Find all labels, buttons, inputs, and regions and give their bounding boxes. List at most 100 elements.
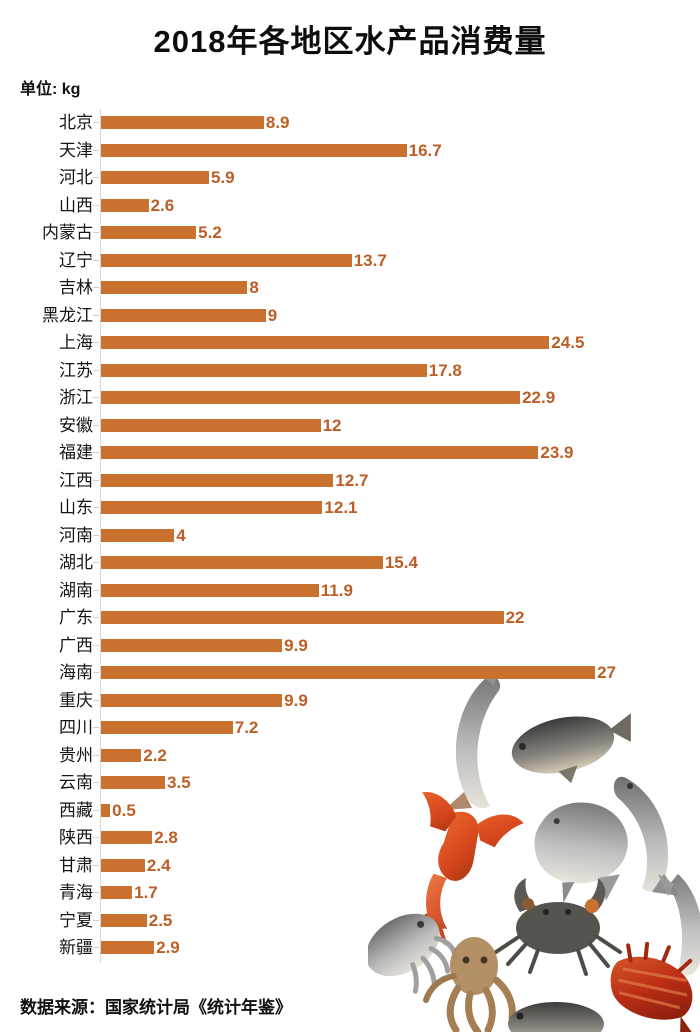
unit-label: 单位: kg [20,81,81,98]
value-label: 8 [249,278,259,298]
category-label: 山西 [59,195,93,215]
category-label: 江苏 [59,360,93,380]
chart-row: 安徽 12 [0,412,700,440]
octopus-icon [423,937,516,1032]
axis-tick [93,204,99,206]
chart-row: 福建 23.9 [0,439,700,467]
category-label: 广东 [59,608,93,628]
bar [101,776,166,790]
axis-tick [93,754,99,756]
axis-tick [93,342,99,344]
fish-icon [658,874,700,976]
bar [101,638,283,652]
cuttlefish-icon [368,913,458,994]
axis-tick [93,699,99,701]
bar [101,886,133,900]
bar [101,171,209,185]
value-label: 2.2 [143,745,167,765]
chart-row: 河南 4 [0,522,700,550]
category-label: 河北 [59,168,93,188]
bar [101,583,319,597]
data-source: 数据来源：国家统计局《统计年鉴》 [20,998,292,1017]
shrimp-icon [610,941,693,1032]
category-label: 青海 [59,883,93,903]
axis-tick [93,947,99,949]
category-label: 黑龙江 [42,305,93,325]
category-label: 天津 [59,140,93,160]
chart-row: 河北 5.9 [0,164,700,192]
value-label: 17.8 [428,360,462,380]
value-label: 8.9 [265,113,290,133]
chart-row: 上海 24.5 [0,329,700,357]
category-label: 重庆 [59,690,93,710]
value-label: 13.7 [353,250,387,270]
chart-row: 青海 1.7 [0,879,700,907]
axis-tick [93,589,99,591]
bar [101,501,323,515]
value-label: 9.9 [284,690,308,710]
category-label: 宁夏 [59,910,93,930]
category-label: 江西 [59,470,93,490]
bar [101,611,504,625]
category-label: 广西 [59,635,93,655]
axis-tick [93,644,99,646]
chart-row: 北京 8.9 [0,109,700,137]
value-label: 11.9 [320,580,353,600]
chart-row: 黑龙江 9 [0,302,700,330]
axis-tick [93,892,99,894]
category-label: 浙江 [59,388,93,408]
category-label: 内蒙古 [42,223,93,243]
value-label: 2.8 [154,828,178,848]
crayfish-icon [412,792,524,945]
y-axis-line [100,109,101,963]
bar [101,198,149,212]
bar [101,803,111,817]
chart-row: 重庆 9.9 [0,687,700,715]
axis-tick [93,369,99,371]
axis-tick [93,837,99,839]
axis-tick [93,424,99,426]
bar [101,253,352,267]
chart-row: 广西 9.9 [0,632,700,660]
bar [101,666,596,680]
pomfret-icon [534,802,628,903]
bar [101,446,539,460]
category-label: 湖北 [59,553,93,573]
value-label: 24.5 [551,333,585,353]
category-label: 山东 [59,498,93,518]
bar-chart: 北京 8.9 天津 16.7 河北 5.9 山西 2.6 内蒙古 5.2 辽宁 13.7 吉林 8 黑龙江 9… [0,109,700,962]
axis-tick [93,617,99,619]
axis-tick [93,727,99,729]
value-label: 27 [597,663,617,683]
bar [101,418,321,432]
axis-tick [93,287,99,289]
chart-row: 西藏 0.5 [0,797,700,825]
chart-row: 湖南 11.9 [0,577,700,605]
axis-tick [93,314,99,316]
axis-tick [93,232,99,234]
value-label: 22 [505,608,525,628]
axis-tick [93,507,99,509]
bar [101,941,155,955]
bar [101,693,283,707]
category-label: 甘肃 [59,855,93,875]
category-label: 西藏 [59,800,93,820]
chart-row: 新疆 2.9 [0,934,700,962]
value-label: 5.9 [210,168,235,188]
value-label: 12 [322,415,342,435]
page-title: 2018年各地区水产品消费量 [153,24,547,59]
category-label: 北京 [59,113,93,133]
value-label: 22.9 [522,388,556,408]
bar [101,226,197,240]
category-label: 上海 [59,333,93,353]
seafood-illustration [368,668,700,1032]
chart-row: 陕西 2.8 [0,824,700,852]
crab-icon [494,878,622,976]
chart-row: 广东 22 [0,604,700,632]
bar [101,721,233,735]
value-label: 15.4 [384,553,418,573]
value-label: 23.9 [540,443,574,463]
bar [101,528,175,542]
value-label: 16.7 [408,140,442,160]
chart-row: 四川 7.2 [0,714,700,742]
